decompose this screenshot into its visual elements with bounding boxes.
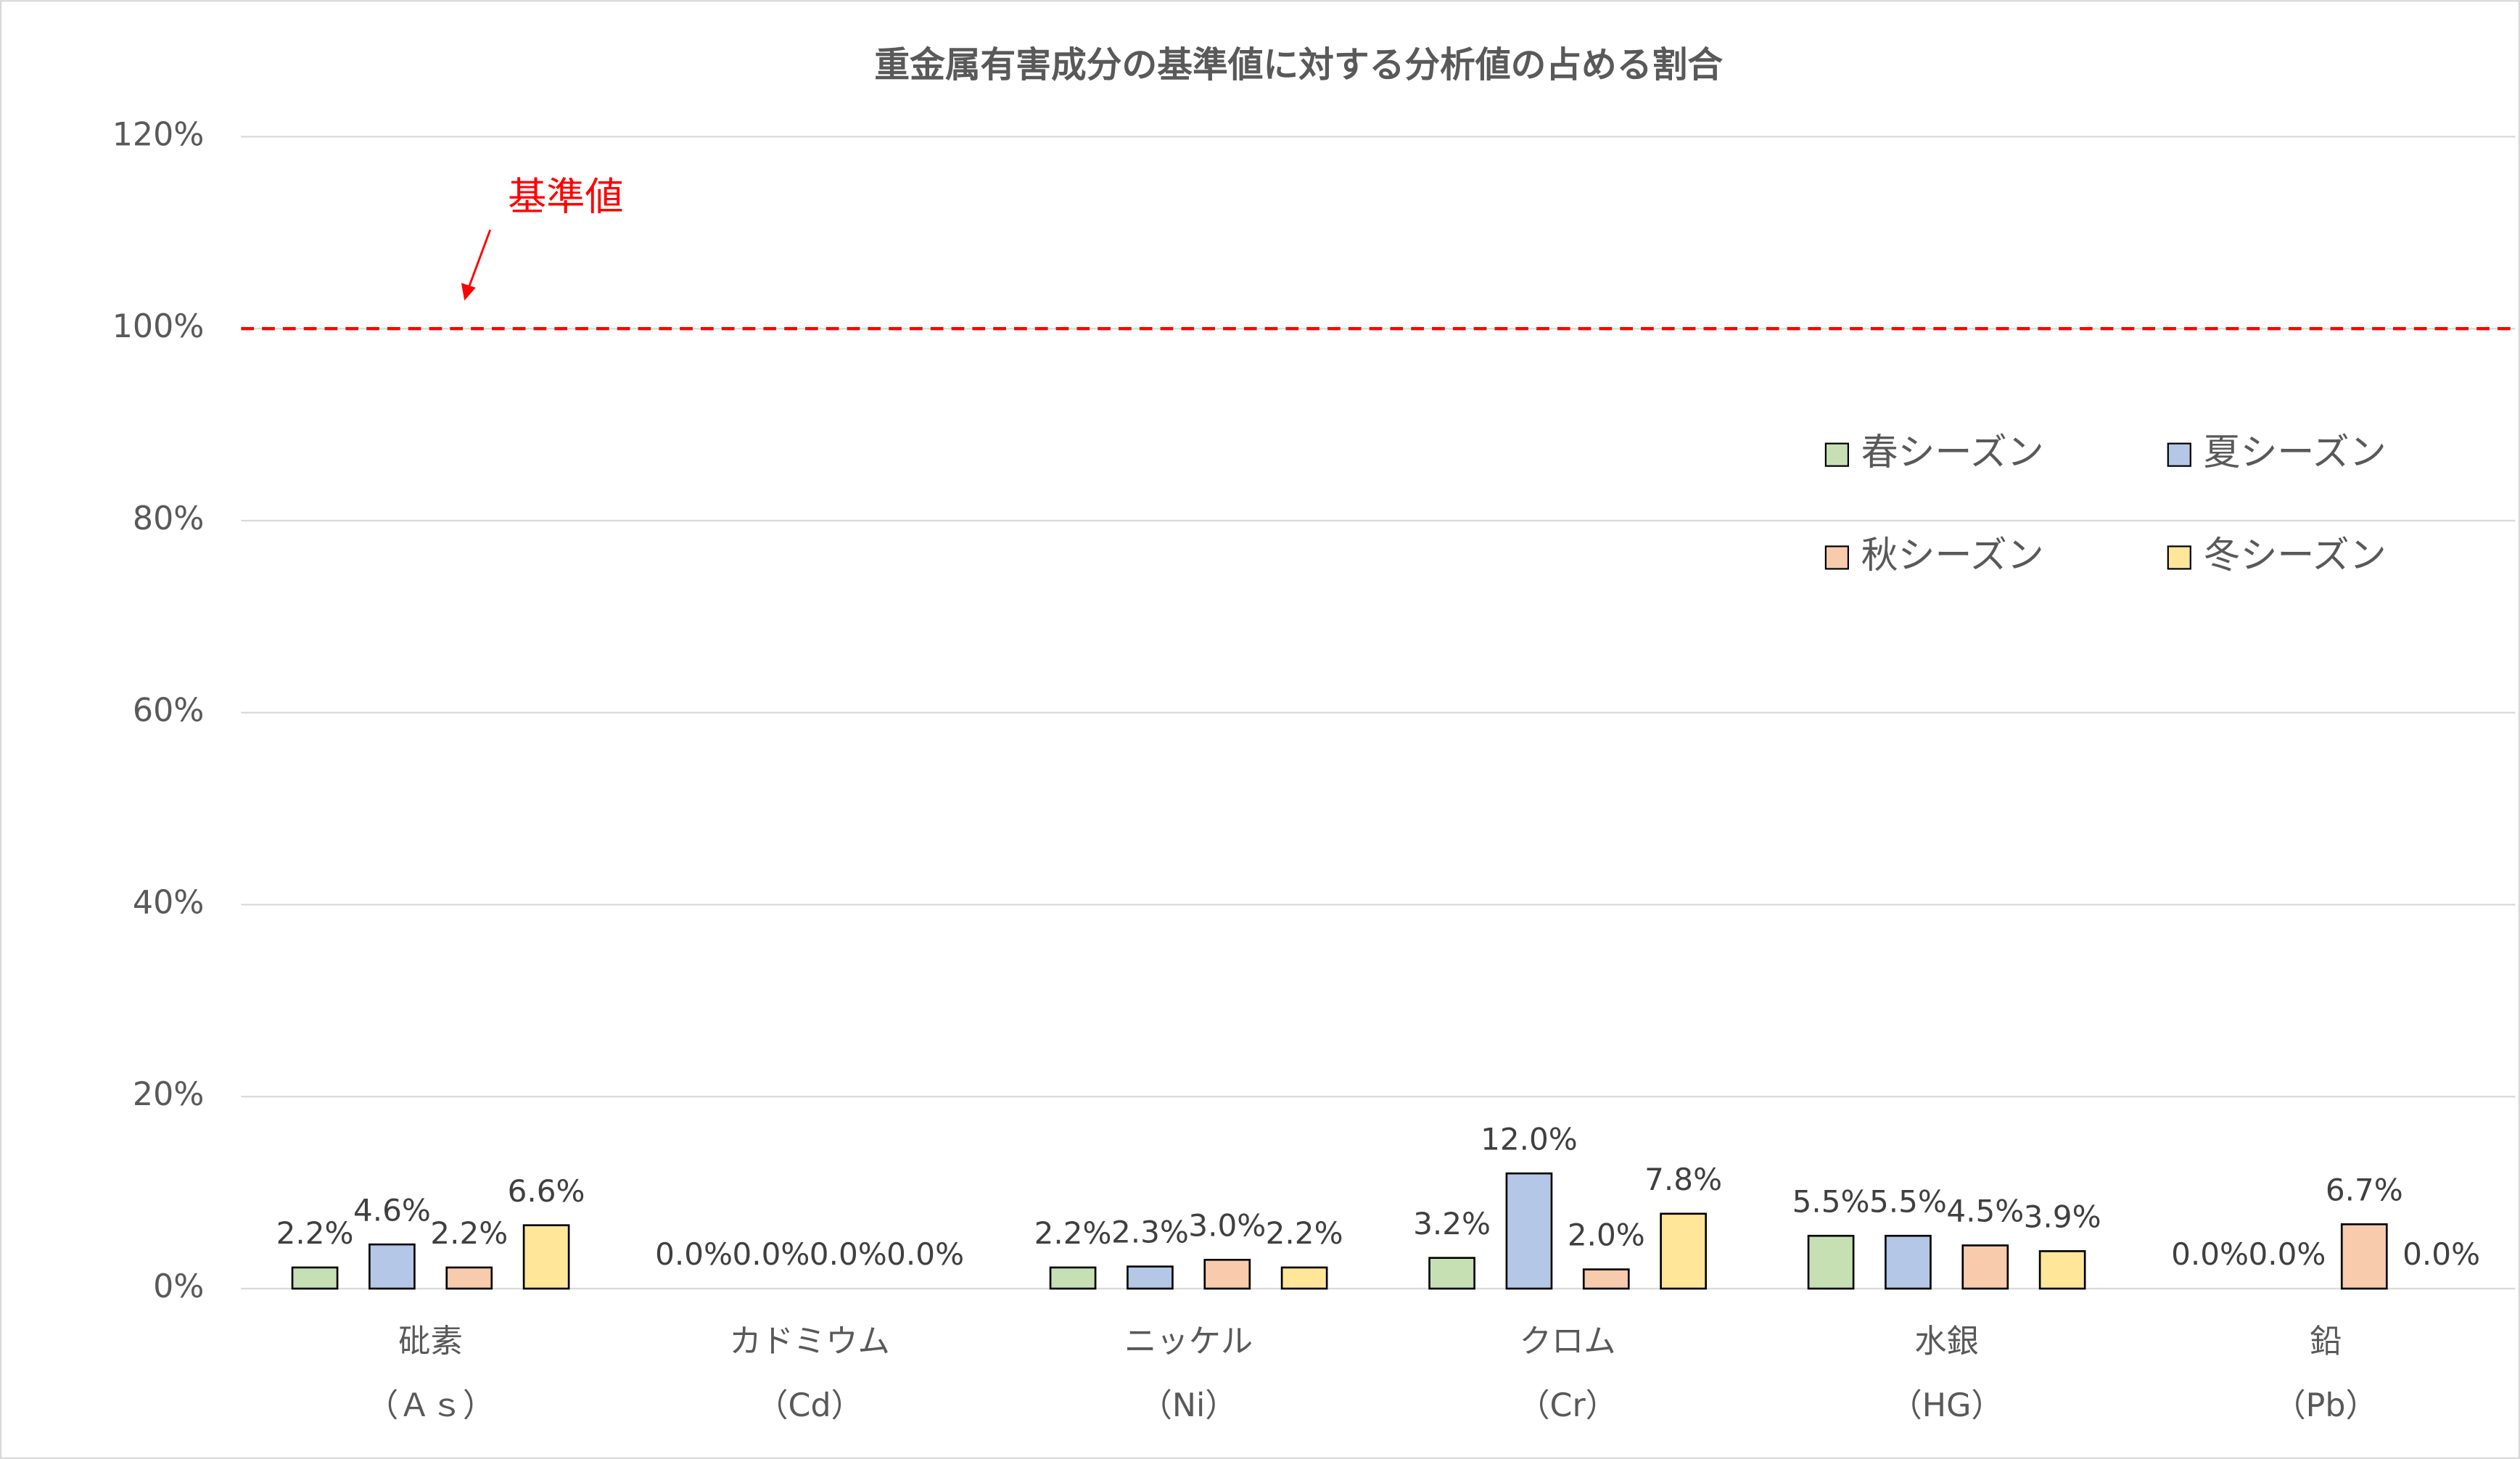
value-label: 7.8% (1644, 1162, 1722, 1197)
value-label: 0.0% (810, 1236, 887, 1272)
y-tick-label: 60% (133, 693, 204, 730)
y-tick-label: 0% (153, 1268, 204, 1305)
bar (522, 1224, 570, 1290)
bar (1127, 1265, 1174, 1290)
bar (2038, 1250, 2086, 1290)
value-label: 6.6% (508, 1173, 585, 1209)
x-tick-label: 鉛 (2310, 1323, 2342, 1360)
value-label: 2.2% (1034, 1215, 1112, 1251)
value-label: 0.0% (655, 1236, 733, 1272)
value-label: 5.5% (1792, 1183, 1870, 1219)
value-label: 3.9% (2024, 1199, 2101, 1235)
y-tick-label: 20% (133, 1076, 204, 1113)
bar (291, 1266, 339, 1290)
bar (1885, 1234, 1932, 1290)
bar (1582, 1268, 1630, 1290)
bar (1961, 1244, 2009, 1290)
x-tick-label: （HG） (1890, 1387, 2003, 1424)
x-tick-label: （Pb） (2273, 1387, 2377, 1424)
x-tick-label: クロム (1520, 1323, 1616, 1360)
reference-label: 基準値 (508, 175, 623, 220)
legend-swatch (1824, 545, 1850, 570)
y-tick-label: 80% (133, 500, 204, 537)
value-label: 2.2% (276, 1215, 354, 1251)
bar (1660, 1212, 1707, 1290)
y-tick-label: 120% (112, 116, 205, 153)
value-label: 3.0% (1188, 1207, 1266, 1243)
bar (1280, 1266, 1328, 1290)
y-tick-label: 100% (112, 308, 205, 345)
legend-label: 夏シーズン (2204, 431, 2387, 474)
x-tick-label: カドミウム (729, 1323, 889, 1360)
value-label: 12.0% (1481, 1121, 1578, 1157)
x-tick-label: 砒素 (398, 1323, 463, 1360)
x-tick-label: （Cd） (756, 1387, 863, 1424)
value-label: 0.0% (732, 1236, 810, 1272)
value-label: 0.0% (2248, 1236, 2326, 1272)
value-label: 4.5% (1946, 1194, 2024, 1229)
x-tick-label: ニッケル (1124, 1323, 1253, 1360)
annotation-arrow (468, 229, 492, 287)
y-tick-label: 40% (133, 884, 204, 921)
value-label: 4.6% (353, 1192, 431, 1228)
bar (368, 1243, 416, 1290)
value-label: 2.3% (1111, 1215, 1189, 1250)
x-tick-label: 水銀 (1914, 1323, 1979, 1360)
bar (2340, 1223, 2388, 1290)
bar (1807, 1234, 1855, 1290)
legend-label: 冬シーズン (2204, 534, 2387, 577)
legend-swatch (2167, 442, 2191, 467)
x-tick-label: （Cr） (1518, 1387, 1618, 1424)
legend-label: 秋シーズン (1861, 534, 2044, 577)
bar (1505, 1172, 1553, 1290)
value-label: 2.0% (1568, 1218, 1645, 1253)
annotation-arrowhead (461, 283, 476, 301)
legend-label: 春シーズン (1861, 431, 2044, 474)
value-label: 2.2% (430, 1215, 508, 1251)
legend-swatch (2167, 545, 2191, 570)
bar (1049, 1266, 1097, 1290)
chart-title: 重金属有害成分の基準値に対する分析値の占める割合 (874, 45, 1723, 86)
legend-swatch (1824, 442, 1850, 467)
bar (1428, 1257, 1475, 1290)
bar (1203, 1258, 1251, 1290)
value-label: 2.2% (1266, 1215, 1343, 1251)
value-label: 0.0% (886, 1236, 964, 1272)
bar (445, 1266, 493, 1290)
value-label: 0.0% (2171, 1236, 2249, 1272)
value-label: 5.5% (1869, 1183, 1947, 1219)
x-tick-label: （Ａｓ） (366, 1387, 495, 1424)
x-tick-label: （Ni） (1140, 1387, 1238, 1424)
value-label: 3.2% (1413, 1206, 1491, 1241)
value-label: 6.7% (2326, 1173, 2403, 1208)
value-label: 0.0% (2402, 1236, 2480, 1272)
